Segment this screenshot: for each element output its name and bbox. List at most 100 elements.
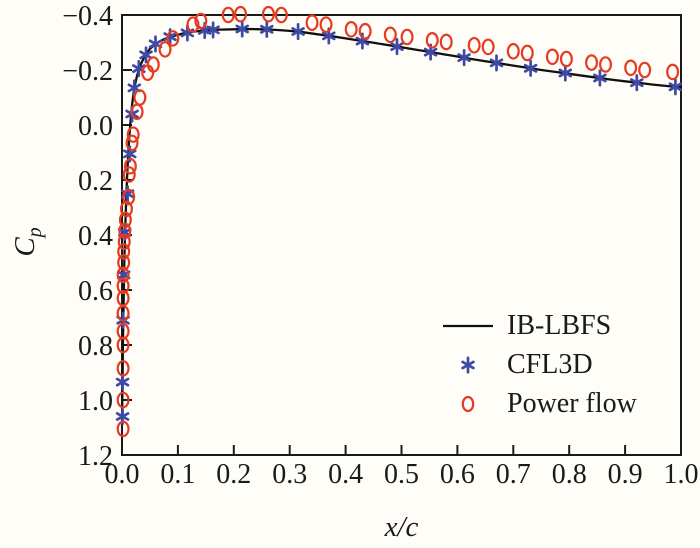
asterisk-marker — [206, 21, 220, 39]
circle-marker — [425, 31, 439, 49]
circle-marker — [117, 233, 131, 251]
asterisk-marker — [139, 46, 153, 64]
asterisk-marker — [668, 78, 683, 96]
x-tick-label: 0.0 — [105, 459, 140, 490]
circle-marker — [319, 16, 333, 33]
circle-marker — [122, 188, 136, 206]
x-tick-label: 0.9 — [608, 459, 643, 490]
legend: IB-LBFS CFL3D Power flow — [441, 306, 637, 423]
asterisk-marker — [489, 54, 504, 72]
asterisk-marker — [260, 20, 274, 38]
asterisk-marker — [291, 22, 305, 41]
circle-marker — [117, 243, 131, 260]
y-tick-label: 0.0 — [78, 111, 113, 142]
circle-marker — [122, 166, 136, 183]
legend-label-power-flow: Power flow — [507, 388, 637, 419]
x-tick-label: 0.4 — [328, 459, 363, 490]
circle-marker — [305, 14, 319, 32]
circle-marker — [559, 50, 573, 68]
circle-marker — [117, 254, 131, 271]
circle-marker — [118, 211, 132, 229]
circle-marker — [158, 41, 172, 58]
circle-marker — [506, 42, 520, 60]
x-tick-label: 0.1 — [160, 459, 195, 490]
circle-marker — [274, 6, 288, 24]
circle-marker — [481, 38, 495, 56]
circle-marker — [638, 61, 652, 79]
x-tick-label: 1.0 — [664, 459, 699, 490]
circle-marker — [116, 277, 130, 295]
series-ib-lbfs-line — [120, 27, 682, 425]
x-axis-title-text: x/c — [384, 511, 419, 543]
y-tick-label: 0.2 — [78, 166, 113, 197]
circle-marker — [116, 322, 130, 340]
legend-item-power-flow: Power flow — [441, 384, 637, 423]
asterisk-marker — [235, 20, 249, 38]
x-tick-label: 0.5 — [384, 459, 419, 490]
circle-marker — [116, 360, 130, 377]
circle-marker — [125, 134, 139, 152]
y-tick-label: −0.2 — [62, 56, 113, 87]
legend-label-cfl3d: CFL3D — [507, 349, 593, 380]
circle-marker — [186, 16, 200, 33]
circle-marker — [666, 63, 680, 81]
asterisk-marker — [523, 59, 538, 77]
circle-marker — [599, 56, 613, 73]
y-tick-label: 1.2 — [78, 441, 113, 472]
y-tick-label: 1.0 — [78, 386, 113, 417]
y-tick-label: −0.4 — [62, 1, 113, 32]
circle-marker — [439, 33, 453, 51]
legend-circle-marker — [461, 395, 475, 412]
circle-marker — [116, 420, 130, 438]
x-tick-label: 0.3 — [272, 459, 307, 490]
x-tick-label: 0.6 — [440, 459, 475, 490]
circle-marker — [400, 28, 414, 46]
asterisk-marker — [115, 373, 130, 391]
y-tick-label: 0.8 — [78, 331, 113, 362]
circle-marker — [624, 59, 638, 77]
asterisk-marker — [390, 38, 404, 56]
circle-marker — [383, 26, 397, 44]
circle-marker — [344, 20, 358, 38]
circle-marker — [545, 48, 559, 66]
legend-marker-cell — [441, 317, 495, 335]
circle-marker — [467, 36, 481, 54]
circle-marker — [585, 54, 599, 71]
circle-marker — [358, 22, 372, 40]
asterisk-icon — [461, 355, 475, 374]
legend-asterisk-marker — [461, 355, 475, 374]
legend-label-ib-lbfs: IB-LBFS — [507, 310, 612, 341]
circle-marker — [194, 12, 208, 30]
x-tick-label: 0.8 — [552, 459, 587, 490]
series-power-flow-markers — [116, 5, 680, 438]
circle-marker — [126, 126, 140, 143]
y-axis-title: Cp — [4, 162, 46, 322]
circle-marker — [116, 266, 130, 284]
circle-marker — [221, 6, 235, 24]
asterisk-marker — [593, 69, 607, 87]
circle-marker — [234, 5, 248, 23]
legend-item-cfl3d: CFL3D — [441, 345, 637, 384]
circle-marker-icon — [461, 395, 475, 412]
circle-marker — [118, 222, 132, 240]
x-tick-label: 0.7 — [496, 459, 531, 490]
circle-marker — [520, 44, 534, 62]
circle-marker — [123, 157, 137, 175]
legend-marker-cell — [441, 394, 495, 414]
circle-marker — [133, 89, 147, 106]
y-axis-title-base: C — [9, 237, 41, 257]
circle-marker — [166, 30, 180, 47]
y-axis-title-sub: p — [23, 227, 46, 238]
asterisk-marker — [457, 49, 471, 67]
legend-marker-cell — [441, 355, 495, 374]
circle-marker — [116, 391, 130, 409]
line-sample-icon — [443, 324, 493, 327]
circle-marker — [146, 56, 160, 73]
x-axis-title: x/c — [122, 508, 681, 546]
x-tick-label: 0.2 — [216, 459, 251, 490]
circle-marker — [116, 289, 130, 307]
asterisk-marker — [127, 79, 142, 97]
circle-marker — [119, 200, 133, 218]
